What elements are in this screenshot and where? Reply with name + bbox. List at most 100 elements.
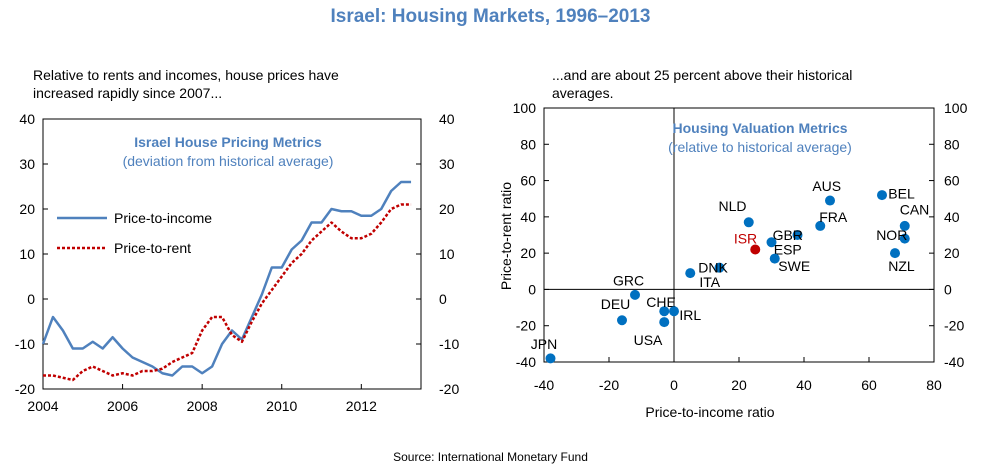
scatter-label-dnk: DNK: [698, 260, 728, 276]
scatter-point-jpn: [545, 353, 556, 364]
scatter-point-swe: [769, 253, 780, 264]
scatter-label-nor: NOR: [876, 227, 907, 243]
scatter-label-esp: ESP: [774, 242, 802, 258]
left-subtitle-line-1: Relative to rents and incomes, house pri…: [33, 67, 339, 83]
scatter-point-irl: [669, 306, 679, 317]
price-to-income-line: [41, 180, 412, 377]
left-y2-tick-label: 20: [439, 201, 455, 217]
left-inner-title: Israel House Pricing Metrics: [134, 134, 322, 150]
left-x-tick-label: 2004: [27, 398, 58, 414]
scatter-x-tick-label: 0: [670, 377, 678, 393]
scatter-y2-tick-label: 20: [944, 245, 960, 261]
scatter-label-aus: AUS: [812, 178, 841, 194]
left-y2-tick-label: 30: [439, 156, 455, 172]
scatter-y-tick-label: 80: [520, 136, 536, 152]
left-y-tick-label: 0: [27, 291, 35, 307]
scatter-point-deu: [617, 315, 627, 326]
scatter-y2-tick-label: 60: [944, 173, 960, 189]
scatter-label-grc: GRC: [613, 272, 644, 288]
scatter-x-tick-label: -20: [599, 377, 619, 393]
scatter-point-che: [659, 306, 670, 317]
scatter-point-usa: [659, 317, 670, 328]
scatter-label-deu: DEU: [601, 296, 631, 312]
scatter-y-tick-label: 40: [520, 209, 536, 225]
left-y2-tick-label: 10: [439, 246, 455, 262]
right-subtitle-line-2: averages.: [552, 85, 614, 101]
scatter-point-fra: [815, 220, 826, 231]
scatter-point-nzl: [890, 248, 900, 259]
left-y-tick-label: 40: [19, 111, 35, 127]
left-y2-tick-label: -20: [439, 381, 459, 397]
left-y2-tick-label: 40: [439, 111, 455, 127]
scatter-point-gbr: [792, 230, 803, 240]
scatter-point-nor: [899, 233, 910, 244]
scatter-label-usa: USA: [634, 332, 663, 348]
left-y-tick-label: 10: [19, 246, 35, 262]
scatter-label-ita: ITA: [699, 274, 720, 290]
legend-income-label: Price-to-income: [114, 210, 212, 226]
scatter-point-ita: [685, 268, 696, 279]
scatter-point-isr: [750, 244, 761, 255]
scatter-label-irl: IRL: [679, 307, 701, 323]
scatter-point-can: [899, 220, 910, 231]
scatter-label-isr: ISR: [734, 231, 757, 247]
x-axis-label: Price-to-income ratio: [645, 404, 774, 420]
scatter-y2-tick-label: 100: [944, 100, 968, 116]
left-chart-subtitle: Relative to rents and incomes, house pri…: [33, 66, 339, 102]
scatter-point-nld: [743, 217, 754, 228]
scatter-y2-tick-label: 0: [944, 281, 952, 297]
scatter-x-tick-label: 60: [861, 377, 877, 393]
left-y-tick-label: -20: [15, 381, 35, 397]
scatter-label-bel: BEL: [888, 185, 915, 201]
scatter-y-tick-label: -40: [516, 354, 536, 370]
scatter-point-grc: [630, 289, 640, 300]
price-to-rent-line: [43, 203, 412, 382]
scatter-y2-tick-label: -40: [944, 354, 964, 370]
right-inner-subtitle: (relative to historical average): [668, 139, 852, 155]
right-inner-title: Housing Valuation Metrics: [672, 120, 847, 136]
scatter-y-tick-label: 100: [513, 100, 537, 116]
scatter-y-tick-label: 0: [528, 281, 536, 297]
left-x-tick-label: 2010: [266, 398, 297, 414]
left-x-tick-label: 2008: [187, 398, 218, 414]
y-axis-label: Price-to-rent ratio: [498, 182, 514, 290]
scatter-label-swe: SWE: [778, 258, 810, 274]
scatter-label-che: CHE: [646, 294, 676, 310]
scatter-y2-tick-label: 40: [944, 209, 960, 225]
scatter-label-fra: FRA: [819, 209, 848, 225]
scatter-label-jpn: JPN: [531, 336, 557, 352]
left-x-tick-label: 2012: [346, 398, 377, 414]
left-legend: Price-to-income Price-to-rent: [57, 210, 212, 256]
scatter-y-tick-label: 20: [520, 245, 536, 261]
left-y2-tick-label: 0: [439, 291, 447, 307]
source-note: Source: International Monetary Fund: [393, 450, 588, 464]
left-x-tick-label: 2006: [107, 398, 138, 414]
scatter-y-tick-label: 60: [520, 173, 536, 189]
scatter-label-nld: NLD: [718, 198, 746, 214]
page-title: Israel: Housing Markets, 1996–2013: [330, 6, 651, 27]
scatter-label-can: CAN: [900, 202, 930, 218]
legend-rent-label: Price-to-rent: [114, 240, 191, 256]
right-subtitle-line-1: ...and are about 25 percent above their …: [552, 67, 853, 83]
scatter-label-gbr: GBR: [773, 227, 803, 243]
scatter-x-tick-label: 80: [926, 377, 942, 393]
scatter-point-esp: [766, 237, 777, 248]
left-subtitle-line-2: increased rapidly since 2007...: [33, 85, 223, 101]
scatter-x-tick-label: -40: [534, 377, 554, 393]
scatter-point-dnk: [714, 262, 725, 273]
scatter-y2-tick-label: -20: [944, 318, 964, 334]
scatter-x-tick-label: 40: [796, 377, 812, 393]
scatter-point-bel: [877, 190, 887, 201]
left-y-tick-label: 30: [19, 156, 35, 172]
left-inner-subtitle: (deviation from historical average): [123, 153, 334, 169]
left-y-tick-label: 20: [19, 201, 35, 217]
right-chart-subtitle: ...and are about 25 percent above their …: [552, 66, 852, 102]
scatter-y-tick-label: -20: [516, 318, 536, 334]
scatter-y2-tick-label: 80: [944, 136, 960, 152]
scatter-label-nzl: NZL: [888, 258, 915, 274]
left-y-tick-label: -10: [15, 336, 35, 352]
scatter-x-tick-label: 20: [731, 377, 747, 393]
left-y2-tick-label: -10: [439, 336, 459, 352]
